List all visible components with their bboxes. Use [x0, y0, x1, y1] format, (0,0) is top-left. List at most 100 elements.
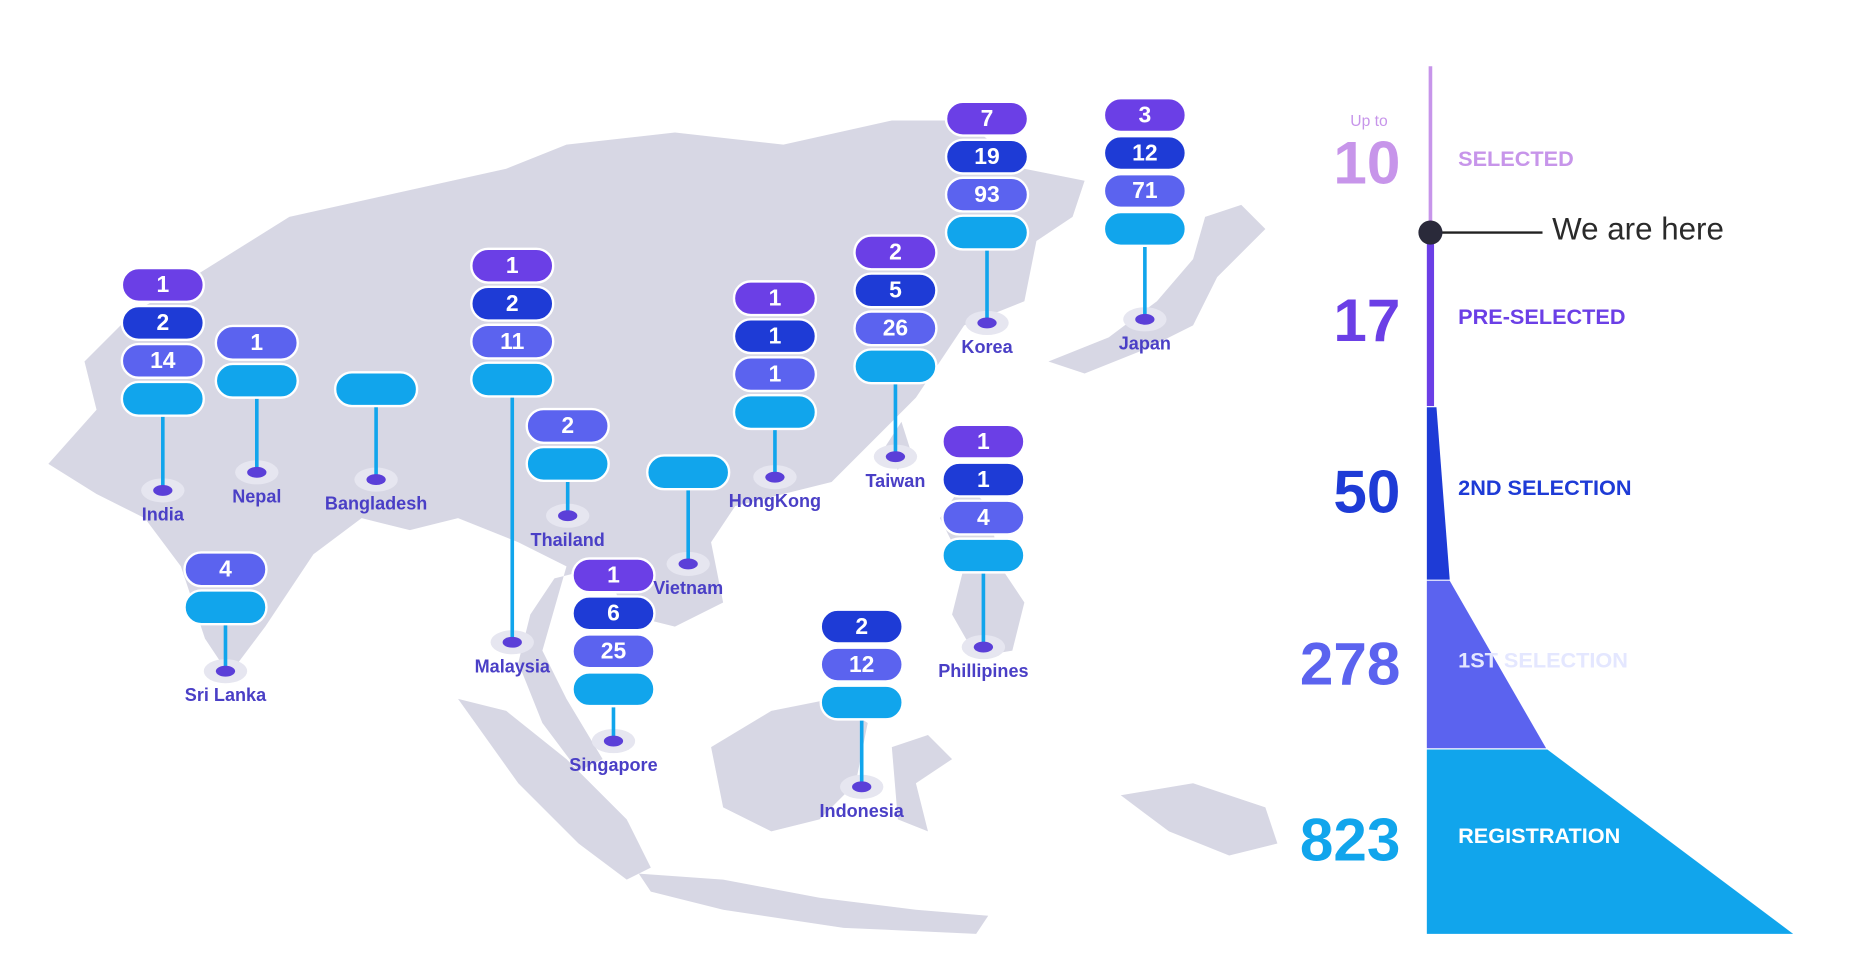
pill-value: 4 [219, 556, 232, 582]
stage-pill [941, 499, 1026, 536]
registration-pill [571, 671, 656, 708]
stage-pill [1102, 97, 1188, 134]
stage-pill [853, 272, 938, 309]
stage-label: PRE-SELECTED [1458, 304, 1625, 329]
country-name: Bangladesh [325, 494, 427, 514]
registration-pill [941, 537, 1026, 574]
stage-label: SELECTED [1458, 146, 1574, 171]
country-name: Singapore [569, 755, 657, 775]
pill-value: 2 [506, 290, 519, 316]
stage-value: 278 [1300, 630, 1401, 698]
japan [1048, 204, 1266, 374]
registration-pill [819, 684, 904, 721]
pin-dot [502, 636, 522, 648]
pill-value: 2 [156, 309, 169, 335]
stage-value: 823 [1300, 806, 1401, 874]
preselected-bar [1426, 234, 1435, 407]
registration-pill [214, 362, 299, 399]
stage-label: REGISTRATION [1458, 823, 1620, 848]
stage-label: 1ST SELECTION [1458, 647, 1628, 672]
pill-value: 4 [977, 504, 990, 530]
stage-pill [944, 176, 1030, 213]
pill-value: 2 [855, 613, 868, 639]
country-name: Taiwan [865, 471, 925, 491]
registration-pill [1102, 210, 1188, 248]
country-name: HongKong [729, 491, 821, 511]
stage-label: 2ND SELECTION [1458, 475, 1631, 500]
first-band [1426, 580, 1547, 749]
pill-value: 1 [156, 271, 169, 297]
pill-value: 14 [150, 347, 176, 373]
stage-pill [941, 461, 1026, 498]
pill-value: 1 [607, 562, 620, 588]
registration-pill [944, 214, 1030, 251]
stage-pill [120, 342, 205, 379]
registration-band [1426, 749, 1794, 934]
stage-pill [571, 595, 656, 632]
pill-value: 12 [849, 651, 874, 677]
pill-value: 5 [889, 277, 902, 303]
borneo [711, 698, 868, 832]
pill-value: 93 [974, 181, 999, 207]
country-name: Indonesia [820, 801, 905, 821]
pill-value: 71 [1132, 177, 1158, 203]
sulawesi [891, 735, 953, 832]
pin-dot [603, 735, 624, 747]
stage-pill [183, 551, 268, 588]
pill-value: 1 [977, 428, 990, 454]
marker-dot [1418, 220, 1443, 245]
stage-pill [571, 633, 656, 670]
stage-pill [1102, 172, 1188, 210]
pin-dot [558, 510, 578, 522]
pin-dot [765, 471, 785, 483]
country-name: Phillipines [938, 661, 1028, 681]
stage-pill [944, 100, 1030, 137]
stage-pill [819, 646, 904, 683]
stage-pill [819, 608, 904, 645]
stage-pill [470, 247, 555, 284]
country-name: Thailand [531, 530, 605, 550]
stage-pill [944, 138, 1030, 175]
pill-value: 2 [889, 239, 902, 265]
stage-pill [853, 310, 938, 347]
pin-dot [1135, 313, 1155, 325]
country-name: Nepal [232, 486, 281, 506]
country-name: India [142, 504, 185, 524]
pill-value: 1 [769, 322, 782, 348]
stage-pill [853, 234, 938, 271]
stage-pill [732, 280, 818, 317]
stage-pill [470, 323, 555, 360]
stage-pill [732, 318, 818, 355]
pill-value: 2 [561, 412, 574, 438]
registration-pill [732, 394, 818, 431]
pill-value: 12 [1132, 139, 1157, 165]
pill-value: 1 [250, 329, 263, 355]
pins: India1421Nepal1BangladeshMalaysia1121Tha… [120, 97, 1188, 821]
pin-dot [153, 485, 173, 496]
pin-dot [215, 665, 236, 677]
pin-dot [366, 474, 386, 485]
pin-dot [852, 781, 872, 793]
pin-dot [678, 558, 698, 570]
pin-dot [977, 317, 997, 329]
country-name: Sri Lanka [185, 685, 267, 705]
stage-pill [470, 285, 555, 322]
sumatra [458, 698, 651, 880]
country-name: Vietnam [653, 578, 723, 598]
country-name: Malaysia [475, 656, 551, 676]
country-name: Korea [961, 337, 1013, 357]
java [638, 873, 989, 934]
stage-value: 17 [1333, 286, 1400, 354]
stage-value: 10 [1333, 128, 1400, 196]
registration-pill [183, 589, 268, 626]
registration-pill [525, 445, 610, 482]
stage-pill [732, 356, 818, 393]
registration-pill [853, 348, 938, 385]
pill-value: 1 [977, 466, 990, 492]
country-name: Japan [1119, 333, 1171, 353]
stage-pill [1102, 134, 1188, 172]
registration-pill [333, 371, 419, 408]
